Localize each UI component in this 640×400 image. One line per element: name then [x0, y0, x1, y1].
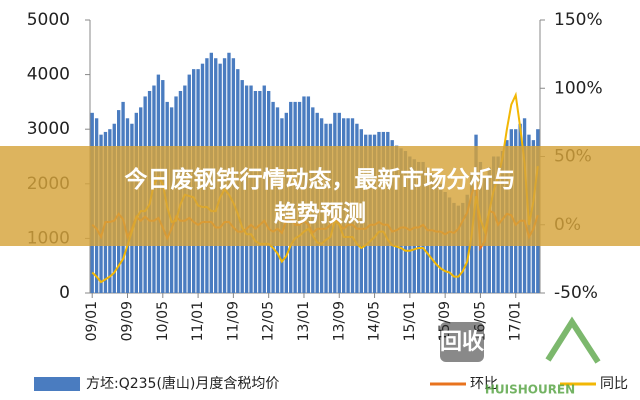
y2-tick-label: -50%: [554, 283, 598, 303]
legend-label: 环比: [470, 376, 498, 392]
x-tick-label: 09/01: [84, 301, 100, 341]
x-tick-label: 13/01: [296, 301, 312, 341]
banner: [0, 146, 640, 246]
bar: [461, 202, 465, 293]
x-tick-label: 15/01: [402, 301, 418, 341]
y2-tick-label: 150%: [554, 10, 603, 30]
x-tick-label: 12/05: [261, 301, 277, 341]
legend-swatch: [34, 377, 80, 391]
x-tick-label: 09/09: [120, 301, 136, 341]
watermark-sub: HUISHOUREN: [485, 383, 575, 397]
watermark-box: [440, 322, 484, 362]
y-tick-label: 3000: [27, 119, 70, 139]
y2-tick-label: 100%: [554, 78, 603, 98]
legend-label: 同比: [600, 376, 628, 392]
y-tick-label: 0: [59, 283, 70, 303]
x-tick-label: 17/01: [508, 301, 524, 341]
y-tick-label: 5000: [27, 10, 70, 30]
y-tick-label: 4000: [27, 65, 70, 85]
banner-title: 今日废钢铁行情动态，最新市场分析与趋势预测: [125, 166, 516, 227]
watermark-logo: [545, 316, 601, 364]
x-tick-label: 11/01: [190, 301, 206, 341]
x-tick-label: 13/09: [331, 301, 347, 341]
x-tick-label: 11/09: [225, 301, 241, 341]
bar: [452, 202, 456, 293]
legend-label: 方坯:Q235(唐山)月度含税均价: [86, 375, 279, 392]
x-tick-label: 10/05: [155, 301, 171, 341]
x-tick-label: 14/05: [367, 301, 383, 341]
bar: [456, 205, 461, 293]
watermark: 回收: [440, 329, 484, 355]
